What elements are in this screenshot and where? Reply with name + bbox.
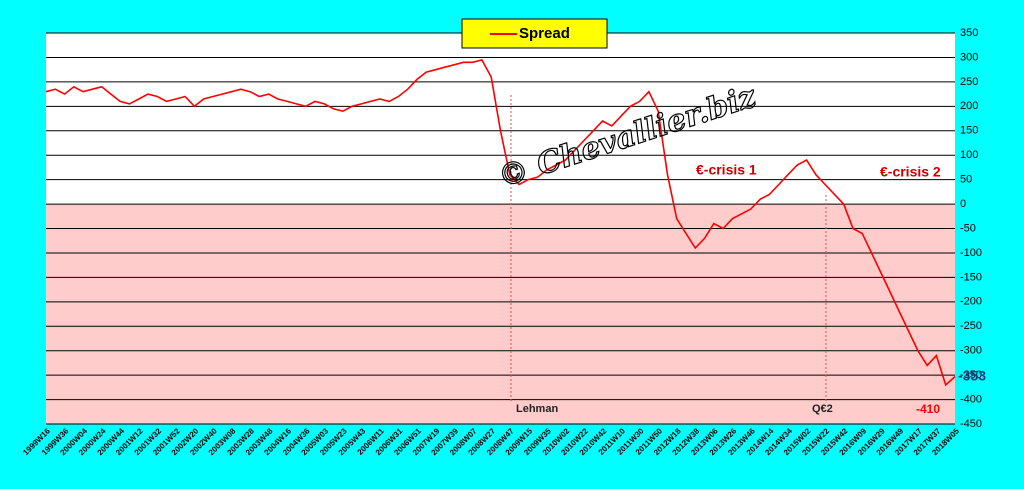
series-line — [45, 58, 956, 387]
annotation: €-crisis 1 — [696, 162, 757, 178]
last-value-label: -353 — [958, 367, 986, 383]
y-tick-label: -350 — [960, 369, 982, 381]
negative-zone — [46, 204, 955, 424]
y-tick-label: -450 — [960, 418, 982, 430]
annotation: €-crisis 2 — [880, 164, 941, 180]
y-tick-label: 300 — [960, 51, 978, 63]
y-tick-label: 50 — [960, 174, 972, 186]
legend-label: Spread — [519, 25, 570, 42]
y-tick-label: -100 — [960, 247, 982, 259]
annotation: -410 — [916, 402, 940, 416]
y-tick-label: -200 — [960, 296, 982, 308]
y-tick-label: 0 — [960, 198, 966, 210]
legend — [461, 18, 608, 49]
positive-zone — [46, 33, 955, 204]
annotation: Lehman — [516, 403, 558, 415]
y-tick-label: 100 — [960, 149, 978, 161]
y-tick-label: -150 — [960, 271, 982, 283]
y-tick-label: -250 — [960, 320, 982, 332]
annotation: Q€2 — [812, 403, 833, 415]
y-tick-label: -300 — [960, 345, 982, 357]
y-tick-label: 200 — [960, 100, 978, 112]
y-tick-label: 150 — [960, 125, 978, 137]
y-tick-label: -400 — [960, 393, 982, 405]
y-tick-label: 250 — [960, 76, 978, 88]
y-tick-label: -50 — [960, 222, 976, 234]
y-tick-label: 350 — [960, 27, 978, 39]
